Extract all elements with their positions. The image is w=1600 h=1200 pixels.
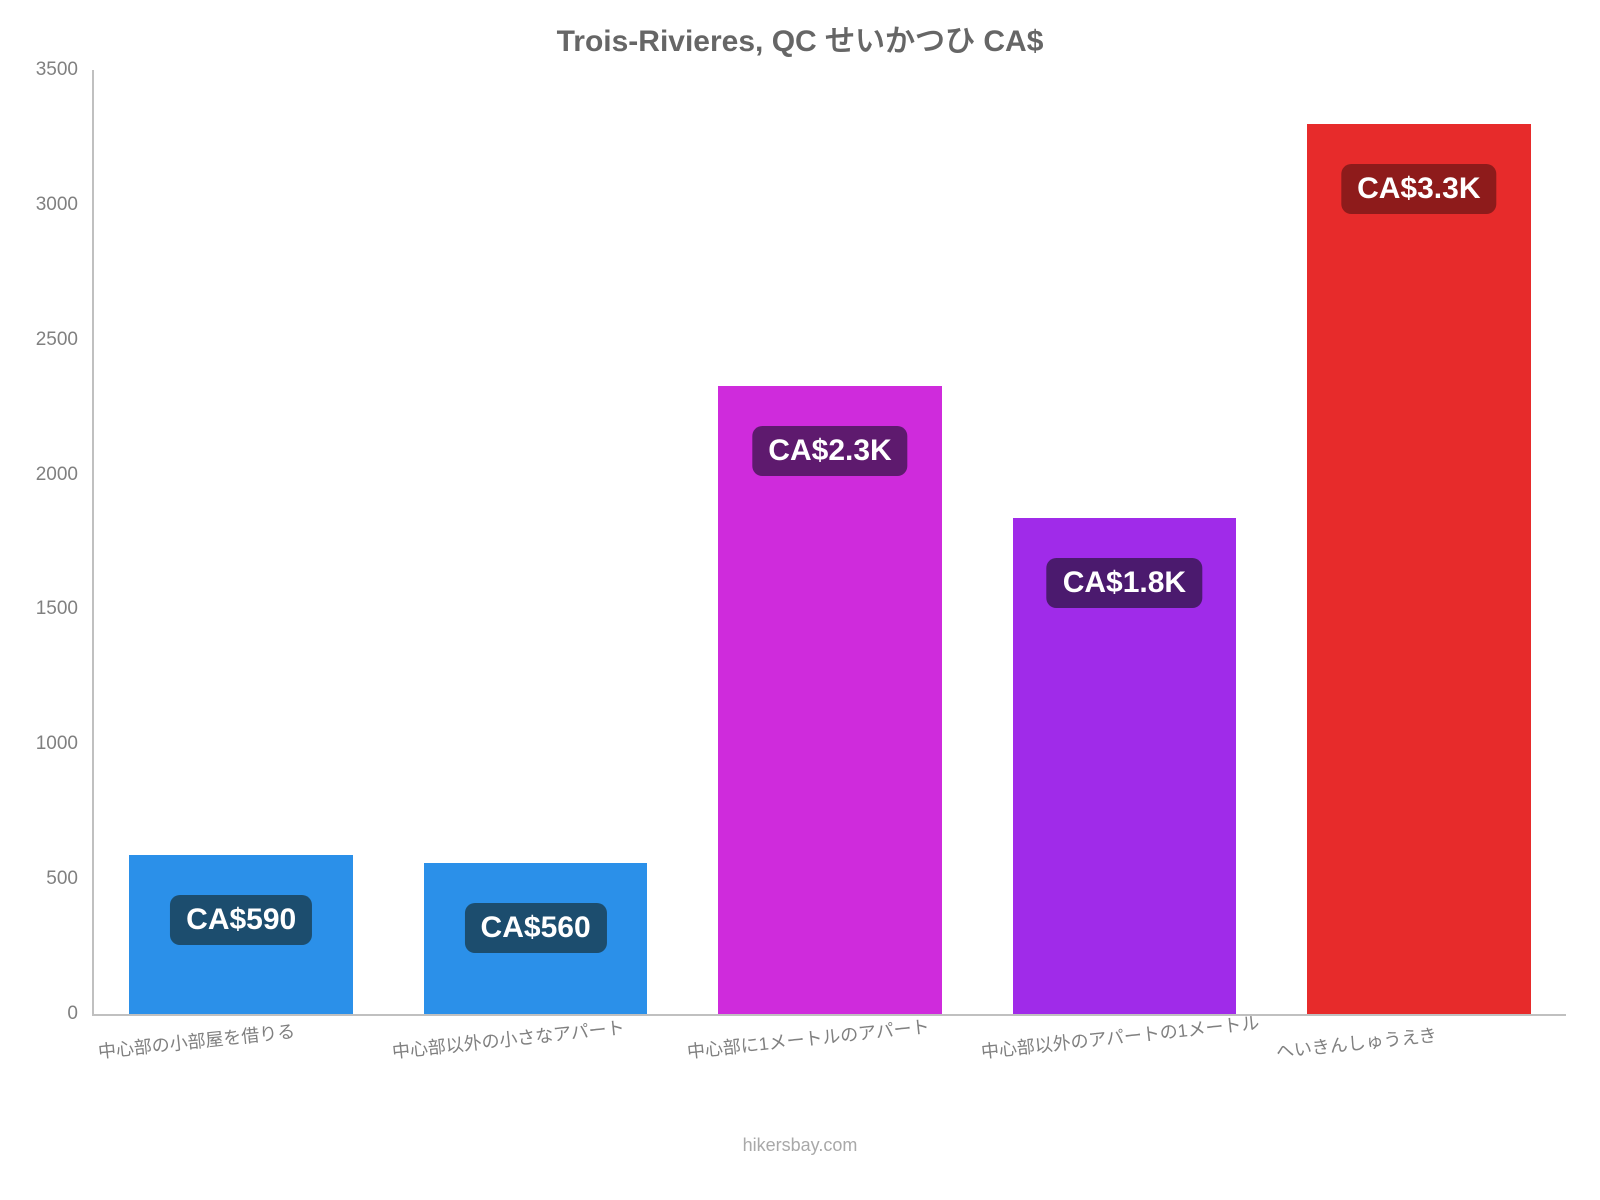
cost-of-living-chart: Trois-Rivieres, QC せいかつひ CA$ CA$590 CA$56… [0, 0, 1600, 1200]
value-badge: CA$560 [465, 903, 607, 953]
value-badge: CA$3.3K [1341, 164, 1496, 214]
x-tick-label: 中心部の小部屋を借りる [97, 1017, 297, 1064]
bar [1307, 124, 1531, 1014]
y-tick-label: 2000 [0, 464, 78, 486]
attribution-text: hikersbay.com [0, 1135, 1600, 1156]
y-tick-label: 3500 [0, 59, 78, 81]
x-tick-label: 中心部以外の小さなアパート [391, 1014, 626, 1064]
y-tick-label: 2500 [0, 329, 78, 351]
y-tick-label: 1000 [0, 733, 78, 755]
plot-area: CA$590 CA$560 CA$2.3K CA$1.8K CA$3.3K [92, 70, 1566, 1016]
y-tick-label: 500 [0, 868, 78, 890]
value-badge: CA$590 [170, 895, 312, 945]
y-tick-label: 3000 [0, 194, 78, 216]
chart-title: Trois-Rivieres, QC せいかつひ CA$ [0, 16, 1600, 60]
x-tick-label: 中心部以外のアパートの1メートル [980, 1009, 1261, 1064]
value-badge: CA$1.8K [1047, 558, 1202, 608]
value-badge: CA$2.3K [752, 426, 907, 476]
bar [718, 386, 942, 1014]
x-tick-label: へいきんしゅうえき [1274, 1021, 1437, 1064]
x-tick-label: 中心部に1メートルのアパート [685, 1013, 930, 1064]
y-tick-label: 1500 [0, 598, 78, 620]
y-tick-label: 0 [0, 1003, 78, 1025]
